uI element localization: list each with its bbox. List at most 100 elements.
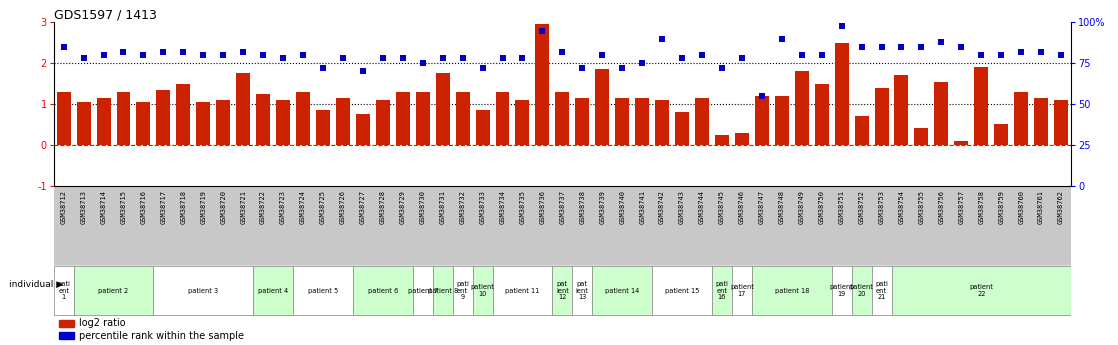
Text: patient
17: patient 17: [730, 284, 754, 297]
Point: [154, 49, 172, 55]
Point: [134, 52, 152, 58]
FancyBboxPatch shape: [872, 266, 891, 315]
Point: [993, 52, 1011, 58]
Point: [114, 49, 132, 55]
Text: GSM38718: GSM38718: [180, 189, 187, 224]
Point: [434, 56, 452, 61]
Bar: [556, 92, 569, 145]
Bar: [695, 98, 709, 145]
Point: [314, 65, 332, 71]
Point: [892, 44, 910, 50]
FancyBboxPatch shape: [413, 266, 433, 315]
Bar: [216, 100, 230, 145]
Text: GSM38741: GSM38741: [639, 189, 645, 224]
Text: pat
ient
13: pat ient 13: [576, 281, 589, 300]
FancyBboxPatch shape: [572, 266, 593, 315]
Bar: [755, 96, 769, 145]
Text: GSM38745: GSM38745: [719, 189, 724, 224]
Text: GSM38757: GSM38757: [958, 189, 965, 224]
Point: [793, 52, 811, 58]
Text: GSM38719: GSM38719: [200, 189, 207, 224]
Bar: [595, 69, 609, 145]
Bar: [356, 114, 370, 145]
Text: GSM38758: GSM38758: [978, 189, 984, 224]
Bar: [716, 135, 729, 145]
Bar: [874, 88, 889, 145]
Point: [594, 52, 612, 58]
Text: GSM38750: GSM38750: [818, 189, 825, 224]
Text: GSM38717: GSM38717: [160, 189, 167, 224]
Point: [394, 56, 411, 61]
Bar: [775, 96, 789, 145]
Text: GSM38735: GSM38735: [520, 189, 525, 224]
Point: [294, 52, 312, 58]
FancyBboxPatch shape: [54, 265, 1071, 316]
Point: [95, 52, 113, 58]
Bar: [955, 141, 968, 145]
Bar: [136, 102, 151, 145]
FancyBboxPatch shape: [54, 266, 74, 315]
FancyBboxPatch shape: [293, 266, 353, 315]
Text: patient
19: patient 19: [830, 284, 853, 297]
Text: GSM38723: GSM38723: [281, 189, 286, 224]
Point: [414, 60, 432, 66]
Text: GSM38716: GSM38716: [141, 189, 146, 224]
Text: GSM38742: GSM38742: [660, 189, 665, 224]
Bar: [675, 112, 689, 145]
Point: [574, 65, 591, 71]
Text: GDS1597 / 1413: GDS1597 / 1413: [54, 8, 157, 21]
Bar: [635, 98, 650, 145]
FancyBboxPatch shape: [473, 266, 493, 315]
FancyBboxPatch shape: [453, 266, 473, 315]
Text: GSM38740: GSM38740: [619, 189, 625, 224]
FancyBboxPatch shape: [433, 266, 453, 315]
Bar: [77, 102, 91, 145]
Text: patient 4: patient 4: [258, 288, 288, 294]
Text: GSM38749: GSM38749: [798, 189, 805, 224]
Bar: [994, 124, 1008, 145]
Point: [354, 69, 372, 74]
Text: log2 ratio: log2 ratio: [79, 318, 125, 328]
Text: GSM38729: GSM38729: [400, 189, 406, 224]
FancyBboxPatch shape: [752, 266, 832, 315]
Text: GSM38736: GSM38736: [539, 189, 546, 224]
Bar: [536, 24, 549, 145]
Text: patient 2: patient 2: [98, 288, 129, 294]
Bar: [456, 92, 470, 145]
Point: [533, 28, 551, 33]
Point: [1032, 49, 1050, 55]
Bar: [576, 98, 589, 145]
Point: [1012, 49, 1030, 55]
Point: [195, 52, 212, 58]
Point: [513, 56, 531, 61]
Point: [373, 56, 391, 61]
FancyBboxPatch shape: [852, 266, 872, 315]
Text: patient 11: patient 11: [505, 288, 540, 294]
Text: patient 15: patient 15: [665, 288, 699, 294]
Bar: [316, 110, 330, 145]
Text: pati
ent
9: pati ent 9: [456, 281, 470, 300]
Point: [1052, 52, 1070, 58]
Bar: [236, 73, 250, 145]
Bar: [96, 98, 111, 145]
Text: pati
ent
21: pati ent 21: [875, 281, 888, 300]
Text: GSM38731: GSM38731: [439, 189, 446, 224]
Bar: [157, 90, 170, 145]
Bar: [835, 43, 849, 145]
Text: GSM38755: GSM38755: [918, 189, 925, 224]
Point: [334, 56, 352, 61]
Bar: [436, 73, 449, 145]
Point: [932, 39, 950, 45]
Text: GSM38747: GSM38747: [759, 189, 765, 224]
Bar: [116, 92, 131, 145]
Text: GSM38756: GSM38756: [938, 189, 945, 224]
Text: GSM38759: GSM38759: [998, 189, 1004, 224]
FancyBboxPatch shape: [552, 266, 572, 315]
Text: patient
10: patient 10: [471, 284, 494, 297]
Text: GSM38728: GSM38728: [380, 189, 386, 224]
Text: GSM38748: GSM38748: [779, 189, 785, 224]
Text: GSM38743: GSM38743: [679, 189, 685, 224]
Point: [973, 52, 991, 58]
Bar: [396, 92, 409, 145]
Bar: [1034, 98, 1048, 145]
